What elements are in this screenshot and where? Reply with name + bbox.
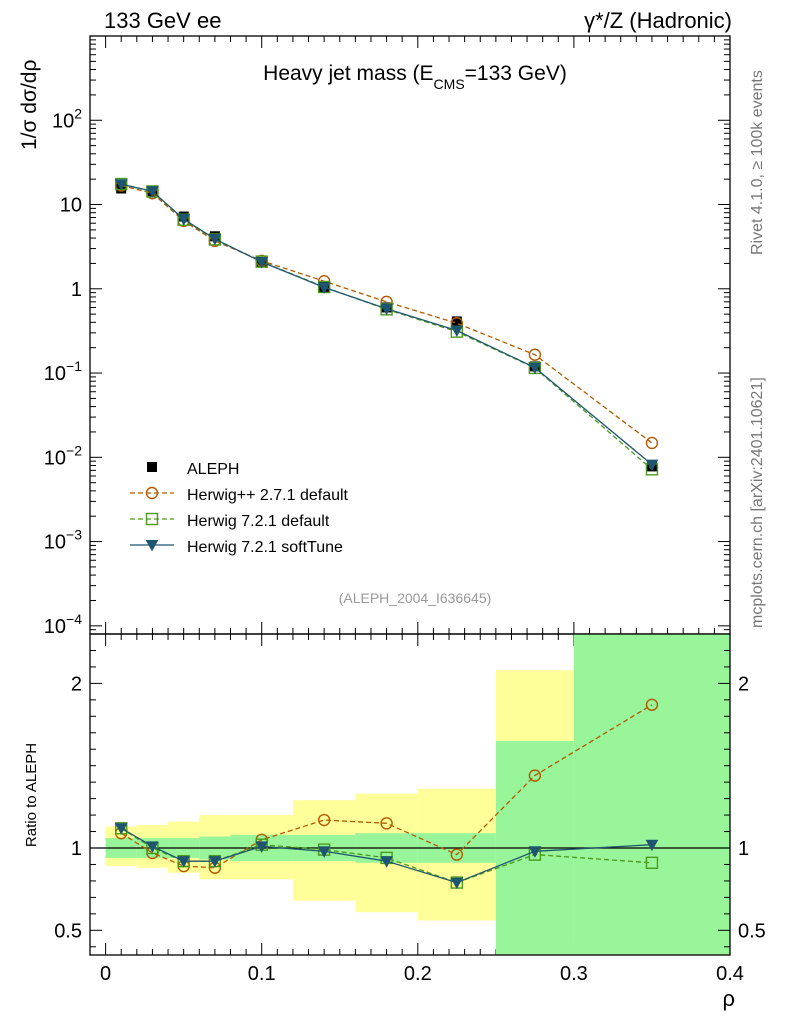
series-2-ratio-point bbox=[114, 823, 128, 835]
uncertainty-band-inner bbox=[573, 634, 730, 955]
series-0-point bbox=[645, 436, 659, 450]
legend-label-2: Herwig 7.2.1 softTune bbox=[187, 539, 343, 556]
series-2-ratio-point bbox=[528, 846, 542, 858]
series-2-ratio-point bbox=[255, 841, 269, 853]
series-2-point bbox=[528, 362, 542, 375]
ratio-frame bbox=[89, 633, 731, 956]
series-2-point bbox=[317, 282, 331, 294]
y-tick-label: 102 bbox=[52, 105, 82, 132]
header-right: γ*/Z (Hadronic) bbox=[584, 8, 732, 33]
x-tick-label: 0.3 bbox=[560, 963, 588, 985]
legend-label-0: Herwig++ 2.7.1 default bbox=[187, 487, 349, 504]
series-2-ratio-point bbox=[317, 846, 331, 858]
series-2-ratio-point bbox=[208, 856, 222, 868]
series-0-ratio-point bbox=[317, 813, 331, 827]
y-tick-label: 10−1 bbox=[44, 358, 82, 385]
legend-label-aleph: ALEPH bbox=[187, 461, 239, 478]
series-2-point bbox=[177, 214, 191, 226]
ratio-tick-label-right: 0.5 bbox=[738, 920, 766, 942]
series-2-ratio-point bbox=[146, 841, 159, 853]
chart-title-end: =133 GeV) bbox=[465, 62, 567, 85]
y-tick-label: 1 bbox=[71, 279, 82, 301]
ratio-tick-label-right: 2 bbox=[738, 673, 749, 695]
x-tick-label: 0.1 bbox=[248, 963, 276, 985]
series-0-ratio-point bbox=[528, 769, 542, 782]
series-2-ratio-line bbox=[120, 827, 652, 884]
series-2-point bbox=[208, 233, 222, 246]
chart-title-sub: CMS bbox=[434, 76, 465, 92]
series-2-ratio-point bbox=[450, 877, 464, 890]
y-tick-label: 10−3 bbox=[44, 527, 82, 554]
series-0-point bbox=[528, 348, 542, 361]
series-2-ratio-point bbox=[177, 856, 191, 868]
y-tick-label: 10−4 bbox=[44, 611, 82, 638]
rivet-label: Rivet 4.1.0, ≥ 100k events bbox=[749, 70, 766, 255]
y-axis-label-main: 1/σ dσ/dρ bbox=[18, 60, 41, 150]
mcplots-label: mcplots.cern.ch [arXiv:2401.10621] bbox=[749, 377, 766, 628]
legend-marker-0 bbox=[145, 486, 159, 500]
x-tick-label: 0 bbox=[100, 963, 111, 985]
y-tick-label: 10 bbox=[60, 195, 82, 217]
data-point-aleph bbox=[451, 316, 462, 327]
analysis-id: (ALEPH_2004_I636645) bbox=[339, 590, 492, 606]
series-2-point bbox=[380, 303, 393, 316]
series-1-ratio-line bbox=[120, 827, 652, 884]
chart-title: Heavy jet mass (ECMS=133 GeV) bbox=[263, 62, 567, 92]
x-tick-label: 0.4 bbox=[716, 963, 744, 985]
series-2-point bbox=[114, 179, 128, 191]
ratio-tick-label-left: 0.5 bbox=[54, 920, 82, 942]
series-2-point bbox=[146, 186, 159, 198]
series-0-ratio-point bbox=[380, 817, 393, 830]
series-2-point bbox=[645, 459, 659, 472]
legend: ALEPH Herwig++ 2.7.1 default Herwig 7.2.1 … bbox=[130, 461, 349, 556]
ratio-tick-label-right: 1 bbox=[738, 838, 749, 860]
series-2-line bbox=[121, 183, 653, 466]
ratio-tick-label-left: 2 bbox=[71, 673, 82, 695]
series-2-ratio-point bbox=[645, 839, 659, 852]
series-2-ratio-point bbox=[380, 856, 393, 868]
series-1-ratio-point bbox=[645, 856, 659, 870]
y-tick-label: 10−2 bbox=[44, 442, 82, 469]
series-0-line bbox=[121, 184, 653, 444]
series-0-ratio-line bbox=[120, 704, 653, 869]
ratio-tick-label-left: 1 bbox=[71, 838, 82, 860]
main-frame bbox=[89, 35, 731, 635]
legend-marker-1 bbox=[145, 512, 159, 526]
legend-marker-aleph bbox=[147, 462, 157, 472]
series-0-ratio-point bbox=[645, 698, 659, 711]
series-1-line bbox=[121, 183, 653, 470]
legend-label-1: Herwig 7.2.1 default bbox=[187, 513, 330, 530]
chart-title-main: Heavy jet mass (E bbox=[263, 62, 433, 85]
legend-marker-2 bbox=[145, 540, 159, 552]
ratio-panel: 0 0.1 0.2 0.3 0.4 0.5 0.5 1 1 2 2 bbox=[54, 633, 766, 985]
y-axis-label-ratio: Ratio to ALEPH bbox=[23, 743, 40, 847]
series-2-point bbox=[450, 325, 464, 338]
series-2-point bbox=[255, 256, 269, 269]
x-tick-label: 0.2 bbox=[404, 963, 432, 985]
x-axis-label: ρ bbox=[722, 986, 735, 1011]
header-left: 133 GeV ee bbox=[104, 8, 221, 33]
series-0-ratio-point bbox=[450, 848, 464, 861]
